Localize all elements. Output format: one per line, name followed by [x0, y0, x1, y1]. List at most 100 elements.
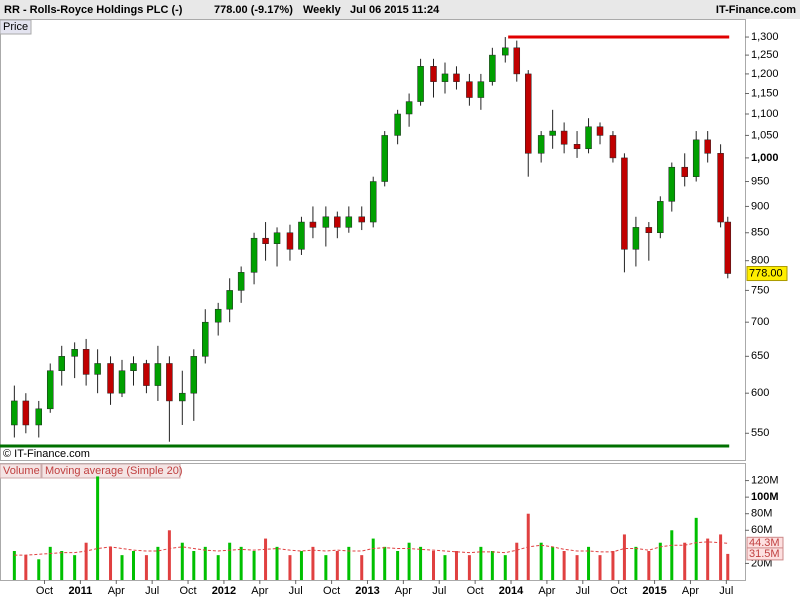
volume-bar	[515, 542, 519, 580]
volume-bar	[60, 551, 64, 580]
candle-body	[596, 126, 604, 136]
volume-bar	[622, 534, 626, 580]
x-tick-label: Oct	[179, 585, 196, 597]
volume-bar	[203, 546, 207, 580]
header-date: Jul 06 2015 11:24	[350, 4, 440, 16]
volume-bar	[454, 551, 458, 580]
volume-bar	[647, 551, 651, 580]
candle-body	[668, 166, 676, 202]
volume-bar	[587, 546, 591, 580]
candle-body	[657, 201, 664, 234]
candle-body	[273, 232, 281, 244]
candle-body	[286, 232, 294, 250]
last-value-label: 44.3M	[749, 537, 780, 549]
volume-bar	[96, 476, 100, 580]
candle-body	[345, 216, 353, 228]
candle-body	[381, 135, 388, 182]
volume-bar	[683, 542, 687, 580]
volume-bar	[37, 559, 41, 580]
x-tick-label: Jul	[719, 585, 733, 597]
ma-line	[14, 541, 728, 556]
candle-body	[118, 370, 126, 394]
y-tick-label: 550	[751, 427, 769, 439]
volume-bar	[311, 546, 315, 580]
volume-bar	[719, 534, 723, 580]
candle-body	[704, 139, 711, 154]
x-tick-label: Oct	[323, 585, 340, 597]
candle-body	[549, 130, 556, 136]
candle-body	[154, 363, 162, 386]
header-title: RR - Rolls-Royce Holdings PLC (-)	[4, 4, 183, 16]
candle-body	[322, 216, 330, 228]
volume-bar	[84, 542, 88, 580]
y-tick-label: 700	[751, 316, 769, 328]
x-tick-label: Apr	[108, 585, 125, 597]
volume-bar	[726, 553, 730, 580]
x-tick-label: Jul	[576, 585, 590, 597]
candle-body	[477, 81, 485, 98]
volume-bar	[670, 530, 674, 580]
x-tick-label: 2011	[68, 585, 92, 597]
y-tick-label: 1,050	[751, 129, 779, 141]
y-tick-label: 800	[751, 255, 769, 267]
y-tick-label: 1,300	[751, 31, 779, 43]
volume-legend: Volume	[3, 465, 40, 477]
volume-bar	[658, 542, 662, 580]
candle-body	[22, 400, 30, 426]
volume-bar	[73, 555, 77, 580]
candle-body	[71, 349, 78, 357]
candle-body	[46, 370, 54, 410]
volume-bar	[275, 546, 279, 580]
candle-body	[107, 363, 114, 394]
volume-bar	[324, 555, 328, 580]
x-tick-label: 2012	[212, 585, 236, 597]
candle-body	[369, 181, 377, 223]
candle-body	[179, 392, 186, 402]
volume-tab[interactable]	[0, 463, 42, 479]
volume-bar	[12, 551, 16, 580]
volume-bar	[252, 551, 256, 580]
candle-body	[585, 126, 592, 150]
candle-body	[560, 130, 568, 145]
volume-bar	[611, 551, 615, 580]
volume-bar	[299, 551, 303, 580]
volume-bar	[48, 546, 52, 580]
candle-body	[298, 221, 305, 250]
volume-bar	[551, 546, 555, 580]
ma-tab[interactable]	[41, 463, 181, 479]
y-tick-label: 120M	[751, 474, 779, 486]
price-tab[interactable]	[0, 19, 32, 35]
x-tick-label: Oct	[610, 585, 627, 597]
candle-body	[143, 363, 150, 386]
volume-bar	[634, 546, 638, 580]
y-tick-label: 100M	[751, 491, 779, 503]
volume-bar	[131, 551, 135, 580]
y-tick-label: 900	[751, 200, 769, 212]
volume-bar	[120, 555, 124, 580]
candle-body	[681, 166, 688, 177]
candle-body	[11, 400, 18, 426]
volume-bar	[216, 555, 220, 580]
header-bar	[0, 0, 800, 19]
last-value-label: 31.5M	[749, 548, 780, 560]
volume-bar	[371, 538, 375, 580]
y-tick-label: 80M	[751, 508, 772, 520]
candle-body	[573, 144, 581, 150]
candle-body	[358, 216, 365, 223]
candle-body	[190, 356, 198, 394]
volume-bar	[432, 551, 436, 580]
volume-bar	[335, 551, 339, 580]
volume-bar	[419, 546, 423, 580]
last-price-box	[746, 266, 788, 282]
candle-body	[645, 227, 653, 234]
candle-body	[513, 47, 521, 75]
volume-bar	[467, 555, 471, 580]
volume-bar	[706, 538, 710, 580]
volume-bar	[156, 546, 160, 580]
candle-body	[130, 363, 137, 371]
candle-body	[502, 47, 509, 56]
candle-body	[35, 408, 43, 426]
x-tick-label: Apr	[395, 585, 412, 597]
candle-body	[394, 113, 401, 136]
